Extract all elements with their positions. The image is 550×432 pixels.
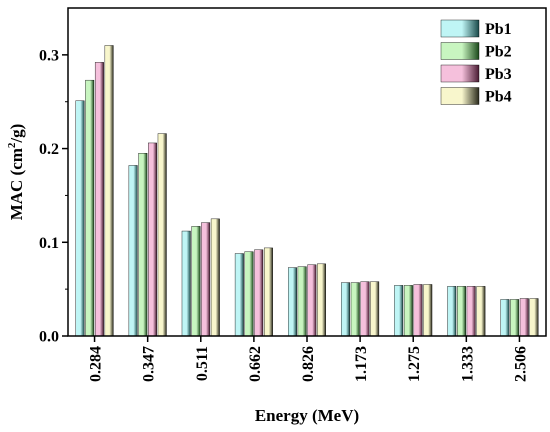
bar-pb3-1_173 (360, 281, 370, 337)
y-tick-label: 0.2 (39, 141, 59, 158)
bar-pb2-0_662 (244, 251, 254, 337)
bar-pb2-0_511 (191, 226, 201, 337)
y-tick-label: 0.3 (39, 47, 59, 64)
legend-label-pb1: Pb1 (485, 21, 512, 38)
x-tick-label: 0.284 (88, 346, 105, 382)
bar-pb3-0_511 (201, 222, 211, 337)
x-tick-label: 1.333 (459, 346, 476, 382)
x-axis-title: Energy (MeV) (255, 406, 359, 425)
y-tick-label: 0.1 (39, 235, 59, 252)
x-tick-label: 1.173 (353, 346, 370, 382)
legend-swatch-pb1 (440, 19, 480, 38)
bar-pb4-1_173 (370, 281, 380, 337)
bar-pb3-1_333 (466, 286, 476, 337)
bar-pb3-0_826 (307, 264, 317, 337)
bar-pb1-1_275 (394, 285, 404, 337)
y-axis-ticks: 0.0 0.1 0.2 0.3 (39, 47, 68, 346)
bar-pb4-0_284 (104, 45, 114, 337)
x-tick-label: 0.826 (300, 346, 317, 382)
bar-pb4-1_275 (423, 284, 433, 337)
bar-pb2-0_826 (297, 266, 307, 337)
bar-pb1-0_662 (234, 253, 244, 337)
bar-pb1-1_173 (341, 282, 351, 337)
x-tick-label: 1.275 (406, 346, 423, 382)
bar-pb1-0_284 (75, 100, 85, 337)
legend-label-pb2: Pb2 (485, 44, 512, 61)
bar-pb4-0_347 (157, 133, 167, 337)
bar-pb4-1_333 (476, 286, 486, 337)
bar-pb3-2_506 (519, 298, 529, 337)
bar-pb4-0_511 (210, 218, 220, 337)
bar-pb4-0_662 (263, 247, 273, 337)
legend-swatch-pb3 (440, 64, 480, 83)
bar-pb2-0_347 (138, 153, 148, 337)
bar-pb1-1_333 (447, 286, 457, 337)
y-axis-title: MAC (cm2/g) (6, 124, 26, 221)
bar-pb2-2_506 (510, 299, 520, 337)
bars-layer (75, 45, 539, 337)
bar-pb2-1_173 (350, 282, 360, 337)
bar-pb1-0_826 (288, 267, 297, 337)
bar-pb3-1_275 (413, 284, 423, 337)
legend-label-pb4: Pb4 (485, 89, 512, 106)
bar-pb1-0_511 (181, 230, 191, 337)
x-tick-label: 2.506 (512, 346, 529, 382)
x-tick-label: 0.511 (194, 346, 211, 381)
y-axis-title-superscript: 2 (6, 142, 18, 148)
bar-pb4-2_506 (529, 298, 539, 337)
bar-pb3-0_662 (254, 249, 264, 337)
legend: Pb1 Pb2 Pb3 Pb4 (440, 19, 512, 106)
bar-pb3-0_284 (94, 62, 104, 337)
x-tick-label: 0.662 (247, 346, 264, 382)
bar-pb2-0_284 (85, 79, 95, 337)
legend-swatch-pb2 (440, 42, 480, 60)
x-axis-ticks: 0.284 0.347 0.511 0.662 0.826 1.173 1.275 1.333… (88, 336, 529, 382)
bar-pb4-0_826 (317, 263, 326, 337)
y-axis-title-main: MAC (cm (7, 148, 26, 220)
bar-pb1-0_347 (128, 165, 138, 337)
legend-swatch-pb4 (440, 87, 480, 105)
bar-pb1-2_506 (500, 299, 510, 337)
bar-pb2-1_275 (403, 285, 413, 337)
y-axis-title-tail: /g) (7, 124, 26, 144)
bar-pb3-0_347 (148, 142, 157, 337)
x-tick-label: 0.347 (141, 346, 158, 382)
bar-pb2-1_333 (457, 286, 466, 337)
y-tick-label: 0.0 (39, 329, 59, 346)
legend-label-pb3: Pb3 (485, 66, 512, 83)
